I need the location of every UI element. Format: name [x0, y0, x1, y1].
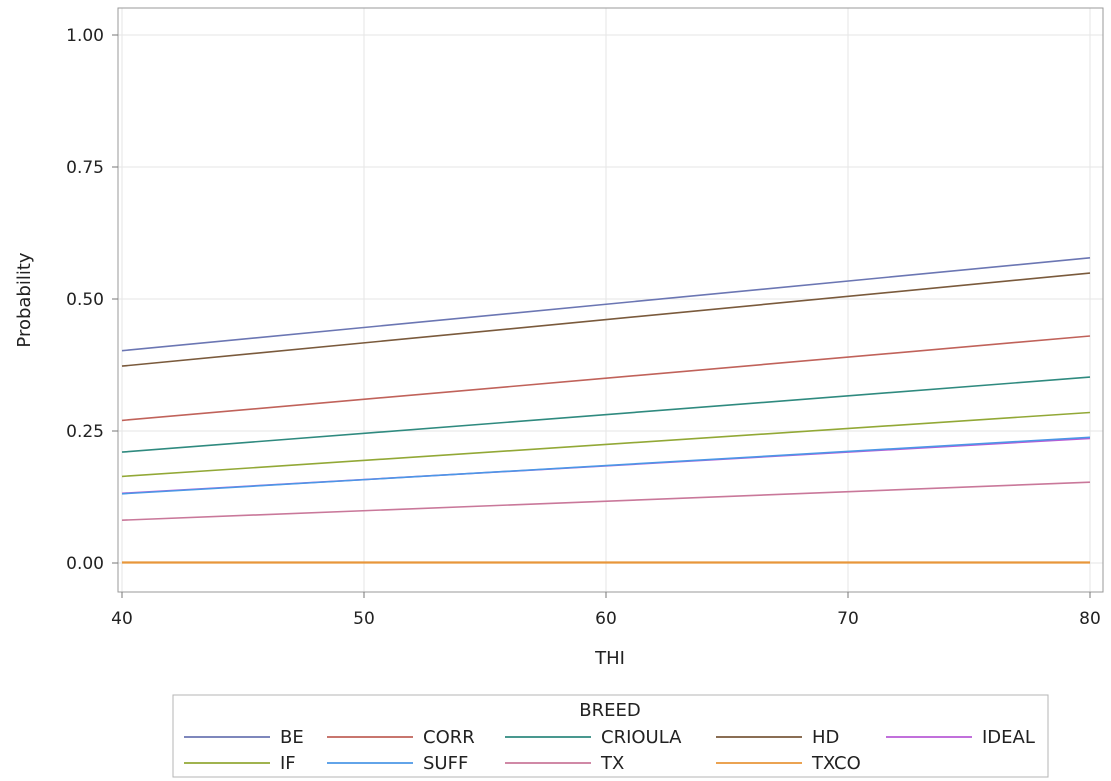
- legend-label-ideal: IDEAL: [982, 727, 1035, 748]
- legend-label-suff: SUFF: [423, 753, 468, 774]
- x-tick-label: 60: [595, 609, 617, 629]
- legend-label-if: IF: [280, 753, 296, 774]
- y-tick-label: 0.75: [66, 158, 104, 178]
- legend-label-be: BE: [280, 727, 304, 748]
- series-line-be: [121, 257, 1091, 352]
- series-line-if: [121, 411, 1091, 478]
- legend-label-tx: TX: [600, 753, 624, 774]
- x-tick-label: 70: [837, 609, 859, 629]
- series-line-tx: [121, 481, 1091, 521]
- legend-title: BREED: [579, 700, 640, 721]
- legend-label-crioula: CRIOULA: [601, 727, 682, 748]
- legend-label-corr: CORR: [423, 727, 475, 748]
- series-line-hd: [121, 272, 1091, 367]
- x-tick-label: 80: [1079, 609, 1101, 629]
- legend-label-txco: TXCO: [811, 753, 861, 774]
- x-axis-title: THI: [594, 648, 625, 669]
- plot-frame: [117, 7, 1104, 593]
- series-line-corr: [121, 335, 1091, 422]
- legend-label-hd: HD: [812, 727, 839, 748]
- x-tick-label: 40: [111, 609, 133, 629]
- series-lines: [121, 257, 1091, 564]
- y-axis-ticks: 0.00 0.25 0.50 0.75 1.00: [66, 26, 118, 574]
- series-line-suff: [121, 436, 1091, 495]
- y-tick-label: 0.25: [66, 422, 104, 442]
- series-line-crioula: [121, 376, 1091, 453]
- grid: [118, 8, 1103, 592]
- x-axis-ticks: 40 50 60 70 80: [111, 592, 1101, 629]
- y-axis-title: Probability: [14, 252, 35, 347]
- y-tick-label: 0.50: [66, 290, 104, 310]
- legend-frame: [172, 694, 1049, 778]
- y-tick-label: 1.00: [66, 26, 104, 46]
- y-tick-label: 0.00: [66, 554, 104, 574]
- legend: BREED BE CORR CRIOULA HD IDEAL IF SUFF TX TXCO: [172, 694, 1049, 778]
- x-tick-label: 50: [353, 609, 375, 629]
